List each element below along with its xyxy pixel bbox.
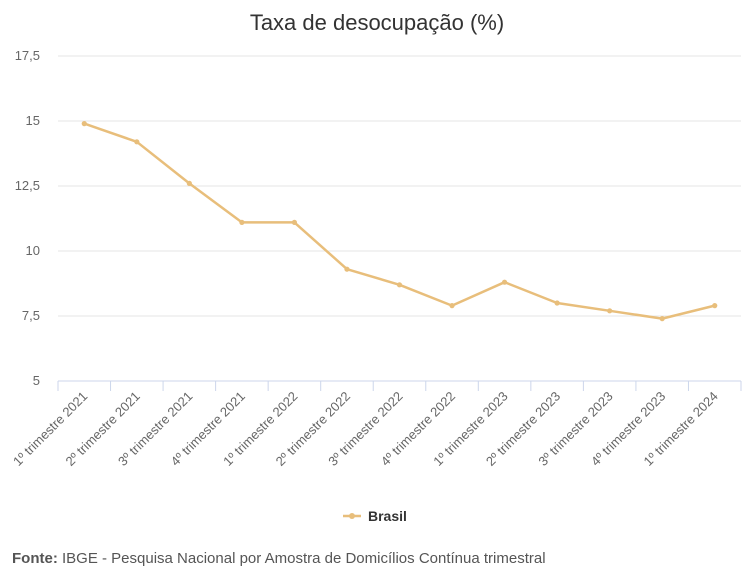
legend-point-marker [349, 513, 355, 519]
source-note: Fonte: IBGE - Pesquisa Nacional por Amos… [12, 550, 546, 567]
data-point[interactable] [659, 316, 665, 322]
data-point[interactable] [134, 139, 140, 145]
source-label: Fonte: [12, 550, 58, 567]
data-point[interactable] [239, 219, 245, 225]
y-tick-label: 5 [33, 373, 40, 388]
series-line-brasil[interactable] [83, 122, 716, 320]
y-tick-label: 12,5 [15, 178, 40, 193]
legend[interactable]: Brasil [343, 508, 407, 524]
y-tick-label: 17,5 [15, 48, 40, 63]
legend-item-brasil[interactable]: Brasil [368, 508, 407, 524]
source-text: IBGE - Pesquisa Nacional por Amostra de … [62, 550, 546, 567]
data-point[interactable] [607, 308, 613, 314]
data-point[interactable] [501, 279, 508, 285]
gridlines [58, 55, 741, 317]
data-point[interactable] [344, 266, 350, 272]
data-point[interactable] [81, 121, 87, 127]
data-point[interactable] [554, 300, 560, 306]
chart-title: Taxa de desocupação (%) [250, 10, 504, 35]
data-point[interactable] [712, 303, 718, 309]
data-point[interactable] [449, 303, 455, 309]
data-point[interactable] [291, 219, 298, 225]
y-axis-tick-labels: 5 7,5 10 12,5 15 17,5 [15, 48, 40, 388]
data-point[interactable] [186, 180, 192, 186]
series-brasil[interactable] [81, 121, 718, 322]
data-point[interactable] [396, 282, 403, 288]
y-tick-label: 15 [26, 113, 40, 128]
y-tick-label: 10 [26, 243, 40, 258]
y-tick-label: 7,5 [22, 308, 40, 323]
